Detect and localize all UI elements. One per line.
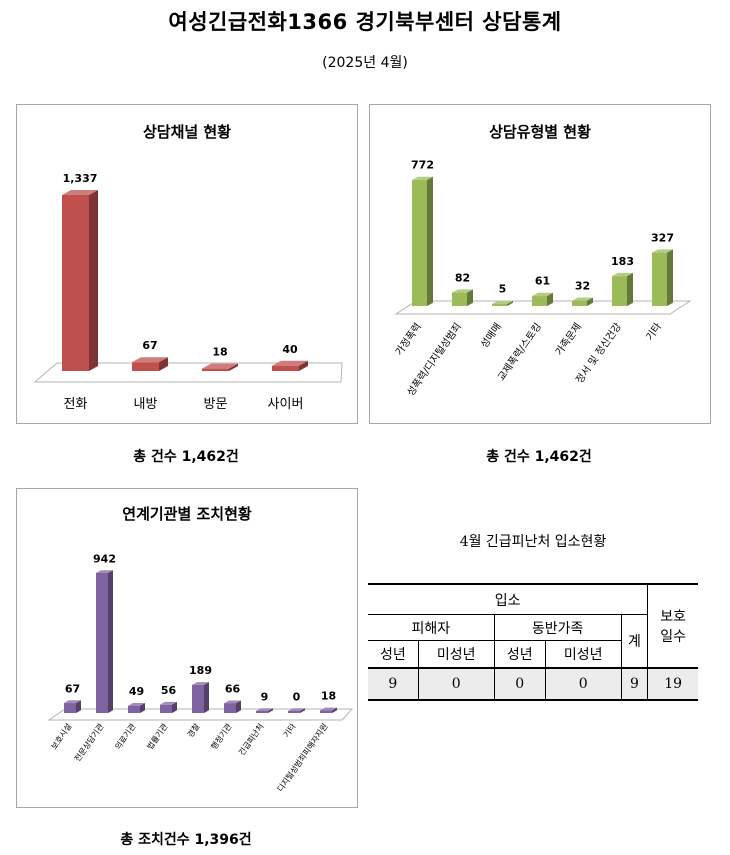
category-label: 사이버 (268, 397, 304, 412)
chart-title: 상담채널 현황 (143, 123, 231, 141)
bar-내방 (132, 357, 168, 371)
agency-chart-panel: 연계기관별 조치현황 67 보호시설 942 전문상담기관 49 의료기관 56 법률기관 189… (16, 488, 358, 808)
data-label: 67 (65, 682, 80, 695)
bar-기타 (288, 708, 305, 713)
bar-의료기관 (128, 702, 145, 713)
bar-성매매 (492, 300, 513, 306)
chart-title: 연계기관별 조치현황 (122, 505, 252, 523)
type-chart: 상담유형별 현황772가정폭력82성폭력/디지털성범죄5성매매61교제폭력/스토… (393, 123, 692, 398)
header-total: 계 (620, 614, 648, 669)
header-family: 동반가족 (493, 614, 622, 641)
chart-floor (47, 708, 354, 721)
data-label: 32 (575, 279, 590, 292)
data-label: 327 (651, 231, 674, 244)
bar-가정폭력 (412, 176, 433, 306)
data-label: 1,337 (63, 172, 98, 185)
header-protection-line1: 보호 (660, 609, 686, 625)
category-label: 가정폭력 (393, 321, 424, 358)
data-label: 189 (189, 664, 212, 677)
data-label: 49 (129, 685, 144, 698)
cell-total: 9 (620, 668, 648, 701)
shelter-table: 입소 보호 일수 피해자 동반가족 계 성년 미성년 성년 미성년 9 0 0 … (368, 583, 698, 701)
bar-가족문제 (572, 297, 593, 306)
category-label: 전화 (64, 397, 88, 412)
data-label: 0 (293, 690, 301, 703)
category-label: 의료기관 (113, 721, 138, 751)
category-label: 행정기관 (209, 721, 234, 751)
type-chart-panel: 상담유형별 현황 772 가정폭력 82 성폭력/디지털성범죄 5 성매매 61 교제폭력/스토… (369, 104, 711, 424)
category-label: 가족문제 (553, 321, 584, 358)
data-label: 66 (225, 682, 241, 695)
bar-디지털성범죄피해자지원 (320, 707, 337, 713)
bar-경찰 (192, 682, 209, 713)
bar-긴급피난처 (256, 708, 273, 713)
data-label: 772 (411, 159, 434, 172)
data-label: 5 (499, 283, 507, 296)
header-victim: 피해자 (368, 614, 495, 641)
agency-chart: 연계기관별 조치현황67보호시설942전문상담기관49의료기관56법률기관189… (47, 505, 354, 793)
chart-floor (33, 362, 343, 383)
category-label: 성매매 (478, 321, 504, 350)
bar-행정기관 (224, 700, 241, 713)
category-label: 방문 (204, 397, 228, 412)
data-label: 40 (282, 343, 298, 356)
cell-family-minor: 0 (544, 668, 622, 701)
bar-법률기관 (160, 701, 177, 713)
page-subtitle: (2025년 4월) (322, 55, 408, 71)
bar-기타 (652, 249, 673, 306)
header-admission: 입소 (368, 583, 648, 615)
data-label: 56 (161, 684, 177, 697)
shelter-table-title: 4월 긴급피난처 입소현황 (459, 534, 607, 550)
bar-교제폭력-스토킹 (532, 292, 553, 306)
data-label: 9 (261, 690, 269, 703)
cell-protection-days: 19 (647, 668, 698, 701)
category-label: 보호시설 (49, 721, 74, 751)
header-protection-days: 보호 일수 (647, 583, 698, 669)
category-label: 기타 (282, 721, 298, 739)
chart-title: 상담유형별 현황 (489, 123, 591, 141)
data-label: 18 (321, 690, 336, 703)
category-label: 기타 (644, 321, 664, 343)
header-victim-minor: 미성년 (417, 640, 495, 669)
header-family-adult: 성년 (493, 640, 546, 669)
header-family-minor: 미성년 (544, 640, 622, 669)
page-title: 여성긴급전화1366 경기북부센터 상담통계 (168, 10, 562, 34)
channel-chart-panel: 상담채널 현황 1,337 전화 67 내방 18 방문 40 사이버 (16, 104, 358, 424)
cell-victim-adult: 9 (368, 668, 419, 701)
bar-성폭력-디지털성범죄 (452, 289, 473, 306)
data-label: 82 (455, 271, 470, 284)
header-protection-line2: 일수 (660, 629, 686, 645)
bar-사이버 (272, 360, 308, 371)
cell-family-adult: 0 (493, 668, 546, 701)
bar-전화 (62, 190, 98, 371)
bar-정서-및-정신건강 (612, 272, 633, 306)
cell-victim-minor: 0 (417, 668, 495, 701)
bar-전문상담기관 (96, 570, 113, 713)
bar-방문 (202, 363, 238, 371)
bar-보호시설 (64, 700, 81, 713)
data-label: 67 (142, 339, 157, 352)
data-label: 18 (212, 346, 227, 359)
category-label: 교제폭력/스토킹 (495, 321, 544, 383)
category-label: 내방 (134, 397, 158, 412)
table-row: 9 0 0 0 9 19 (368, 668, 698, 701)
data-label: 942 (93, 552, 116, 565)
header-victim-adult: 성년 (368, 640, 419, 669)
type-total: 총 건수 1,462건 (486, 449, 592, 465)
channel-total: 총 건수 1,462건 (133, 449, 239, 465)
agency-total: 총 조치건수 1,396건 (120, 832, 252, 848)
category-label: 경찰 (185, 721, 202, 739)
data-label: 61 (535, 275, 550, 288)
category-label: 긴급피난처 (236, 721, 265, 757)
data-label: 183 (611, 255, 634, 268)
category-label: 전문상담기관 (72, 721, 106, 763)
category-label: 법률기관 (145, 721, 170, 751)
channel-chart: 상담채널 현황 1,337 전화 67 내방 18 방문 40 사이버 (33, 123, 343, 412)
